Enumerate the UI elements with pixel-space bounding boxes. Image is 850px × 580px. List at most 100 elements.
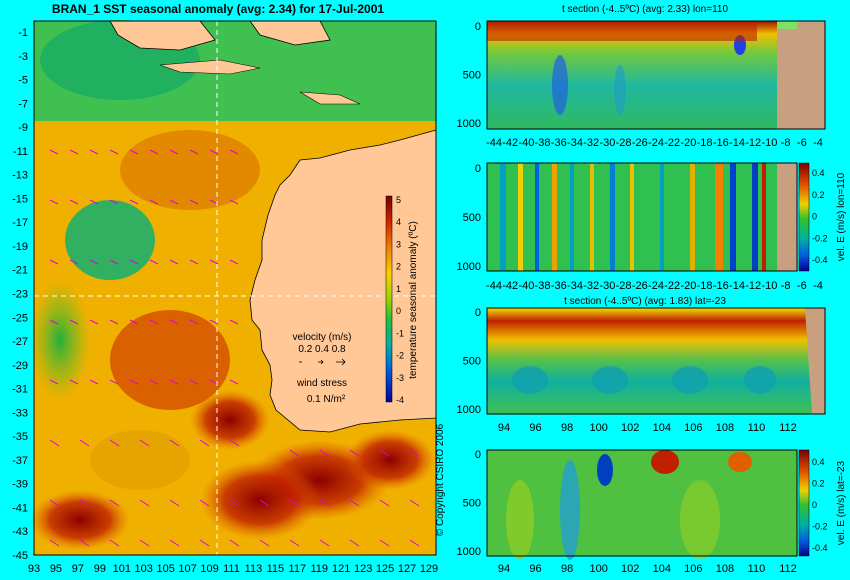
x-tick-label: 106 (684, 563, 702, 575)
y-tick-label: 500 (463, 356, 481, 368)
panel4-x-axis: 94 96 98 100 102 104 106 108 110 112 (498, 563, 797, 575)
y-tick-label: 0 (475, 163, 481, 175)
x-tick-label: 108 (716, 563, 734, 575)
x-tick-label: 98 (561, 563, 573, 575)
velocity-scale: 0.2 0.4 0.8 (298, 344, 346, 355)
y-tick-label: 0 (475, 449, 481, 461)
x-tick-label: -28 (616, 137, 632, 149)
x-tick-label: 100 (589, 563, 607, 575)
main-x-tick: 121 (332, 563, 350, 575)
x-tick-label: -6 (797, 137, 807, 149)
x-tick-label: -26 (632, 137, 648, 149)
x-tick-label: -16 (713, 280, 729, 292)
x-tick-label: -10 (761, 137, 777, 149)
main-y-tick: -5 (18, 75, 28, 87)
colorbar-tick: -0.2 (812, 522, 828, 532)
x-tick-label: 112 (779, 422, 797, 434)
main-title: BRAN_1 SST seasonal anomaly (avg: 2.34) … (52, 2, 384, 16)
colorbar-tick: -0.4 (812, 255, 828, 265)
x-tick-label: -30 (599, 280, 615, 292)
velocity-legend: velocity (m/s) 0.2 0.4 0.8 wind stress 0… (293, 332, 352, 405)
main-y-tick: -43 (12, 526, 28, 538)
main-y-tick: -21 (12, 265, 28, 277)
main-x-tick: 125 (376, 563, 394, 575)
x-tick-label: 102 (621, 563, 639, 575)
main-y-tick: -37 (12, 455, 28, 467)
main-x-tick: 117 (289, 563, 307, 575)
main-y-tick: -13 (12, 170, 28, 182)
x-tick-label: 104 (653, 563, 671, 575)
main-colorbar-tick: 0 (396, 306, 401, 316)
main-colorbar-tick: 2 (396, 262, 401, 272)
panel1-x-axis: -44 -42 -40 -38 -36 -34 -32 -30 -28 -26 -24 -22 -20-… (486, 137, 823, 149)
main-y-axis: -1 -3 -5 -7 -9 -11 -13 -15 -17 -19 -21 -23 -25 -27 -29… (12, 27, 28, 562)
x-tick-label: -12 (745, 280, 761, 292)
x-tick-label: 94 (498, 422, 510, 434)
colorbar-tick: 0 (812, 500, 817, 510)
main-x-tick: 113 (245, 563, 263, 575)
x-tick-label: -34 (567, 137, 583, 149)
main-colorbar-tick: 4 (396, 217, 401, 227)
main-y-tick: -33 (12, 407, 28, 419)
colorbar-tick: -0.2 (812, 233, 828, 243)
main-x-tick: 111 (223, 563, 240, 575)
x-tick-label: 96 (529, 422, 541, 434)
main-map (30, 20, 437, 556)
x-tick-label: 102 (621, 422, 639, 434)
main-x-tick: 109 (200, 563, 218, 575)
panel3-y-axis: 0 500 1000 (457, 307, 481, 416)
x-tick-label: -4 (813, 137, 823, 149)
main-x-tick: 105 (156, 563, 174, 575)
main-x-tick: 129 (420, 563, 438, 575)
panel2-heatmap (486, 162, 798, 272)
main-y-tick: -29 (12, 360, 28, 372)
x-tick-label: -34 (567, 280, 583, 292)
y-tick-label: 0 (475, 307, 481, 319)
x-tick-label: -36 (551, 137, 567, 149)
x-tick-label: 110 (748, 563, 766, 575)
x-tick-label: -10 (761, 280, 777, 292)
x-tick-label: -22 (664, 137, 680, 149)
x-tick-label: -22 (664, 280, 680, 292)
panel2-x-axis: -44 -42 -40 -38 -36 -34 -32 -30 -28 -26 -24 -22 -20-… (486, 280, 823, 292)
main-x-axis: 93 95 97 99 101 103 105 107 109 111 113 115 117 119 12… (28, 563, 438, 575)
main-colorbar-tick: 1 (396, 284, 401, 294)
panel3-x-axis: 94 96 98 100 102 104 106 108 110 112 (498, 422, 797, 434)
panel1-y-axis: 0 500 1000 (457, 21, 481, 130)
main-y-tick: -15 (12, 193, 28, 205)
main-x-tick: 107 (178, 563, 196, 575)
x-tick-label: -8 (781, 280, 791, 292)
main-y-tick: -17 (12, 217, 28, 229)
main-colorbar-tick: 3 (396, 239, 401, 249)
main-y-tick: -3 (18, 51, 28, 63)
y-tick-label: 1000 (457, 118, 481, 130)
x-tick-label: -16 (713, 137, 729, 149)
x-tick-label: -32 (583, 137, 599, 149)
x-tick-label: -12 (745, 137, 761, 149)
main-y-tick: -45 (12, 550, 28, 562)
main-y-tick: -25 (12, 312, 28, 324)
x-tick-label: -8 (781, 137, 791, 149)
panel2-colorbar-label: vel. E (m/s) lon=110 (836, 172, 847, 261)
panel3-heatmap (486, 307, 826, 415)
main-y-tick: -39 (12, 479, 28, 491)
main-y-tick: -23 (12, 289, 28, 301)
panel4-heatmap (486, 449, 798, 560)
x-tick-label: 104 (653, 422, 671, 434)
x-tick-label: 100 (589, 422, 607, 434)
x-tick-label: 110 (748, 422, 766, 434)
main-colorbar-tick: -4 (396, 395, 404, 405)
main-x-tick: 95 (50, 563, 62, 575)
y-tick-label: 1000 (457, 404, 481, 416)
main-x-tick: 99 (94, 563, 106, 575)
x-tick-label: -42 (502, 137, 518, 149)
colorbar-tick: 0.4 (812, 457, 825, 467)
wind-scale: 0.1 N/m² (307, 394, 346, 405)
main-y-tick: -9 (18, 122, 28, 134)
x-tick-label: 112 (779, 563, 797, 575)
x-tick-label: -14 (729, 280, 745, 292)
x-tick-label: 108 (716, 422, 734, 434)
panel1-title: t section (-4..5ºC) (avg: 2.33) lon=110 (562, 4, 728, 15)
x-tick-label: -24 (648, 280, 664, 292)
